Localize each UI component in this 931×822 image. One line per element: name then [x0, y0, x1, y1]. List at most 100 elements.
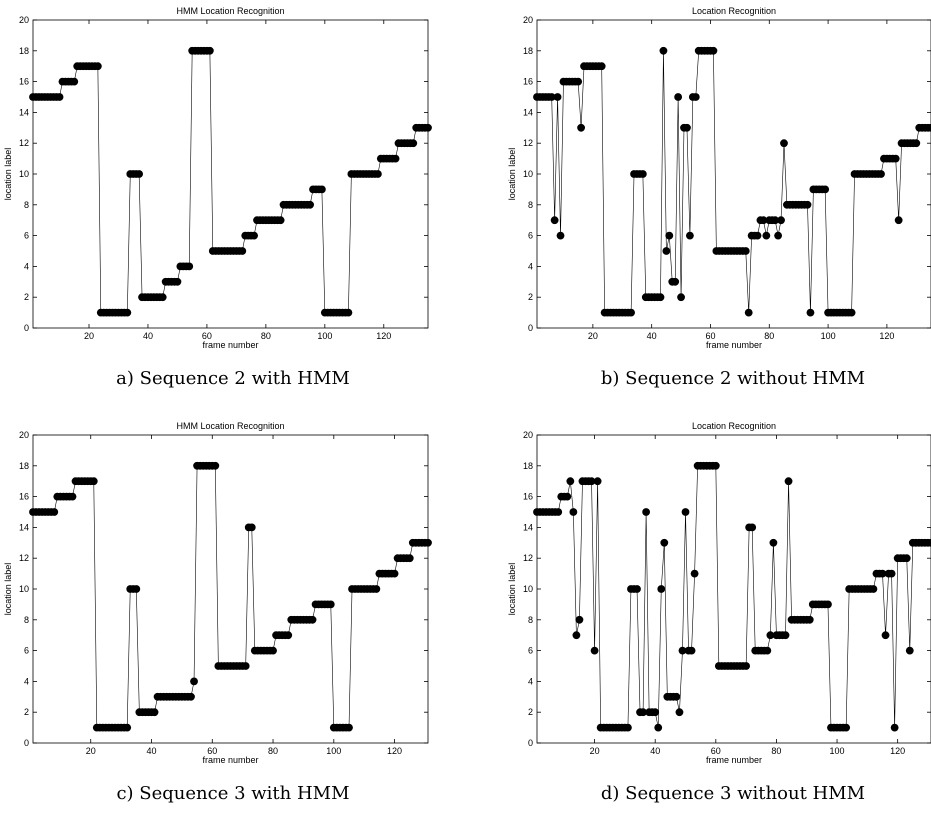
data-point-c: [190, 677, 198, 686]
data-point-d: [927, 538, 931, 547]
data-point-a: [55, 93, 64, 101]
data-point-d: [742, 662, 751, 670]
x-tick-label-b: 120: [879, 331, 894, 341]
data-point-a: [276, 216, 285, 225]
data-point-b: [762, 231, 771, 240]
y-tick-label-c: 4: [24, 676, 29, 686]
caption-d: d) Sequence 3 without HMM: [600, 783, 866, 804]
data-point-d: [781, 631, 790, 640]
x-tick-label-c: 60: [207, 746, 217, 756]
data-point-d: [569, 508, 578, 516]
data-point-d: [554, 508, 563, 516]
data-point-c: [326, 600, 335, 609]
x-tick-label-a: 20: [84, 331, 94, 341]
y-tick-label-c: 0: [24, 738, 29, 748]
y-tick-label-c: 18: [19, 461, 29, 471]
data-point-a: [238, 247, 247, 255]
data-point-b: [847, 308, 856, 317]
data-point-b: [686, 231, 694, 240]
data-point-b: [550, 216, 559, 225]
x-axis-label-b: frame number: [706, 340, 762, 350]
y-tick-label-a: 8: [24, 200, 29, 210]
y-tick-label-c: 8: [24, 615, 29, 625]
x-tick-label-a: 120: [376, 331, 391, 341]
y-tick-label-a: 14: [19, 107, 29, 117]
data-point-d: [766, 631, 775, 640]
data-point-c: [68, 492, 77, 501]
y-axis-label-b: location label: [507, 148, 517, 201]
y-tick-label-d: 0: [528, 738, 533, 748]
y-tick-label-d: 2: [528, 707, 533, 717]
chart-a-svg: HMM Location Recognition frame number loca…: [3, 6, 432, 350]
data-point-c: [269, 646, 277, 655]
data-point-b: [894, 216, 903, 225]
x-axis-label-c: frame number: [202, 755, 258, 765]
data-point-b: [662, 247, 671, 255]
data-point-d: [824, 600, 832, 609]
x-tick-label-d: 80: [771, 746, 781, 756]
data-point-d: [769, 538, 778, 547]
data-point-b: [806, 308, 815, 317]
x-tick-label-b: 40: [647, 331, 657, 341]
caption-a: a) Sequence 2 with HMM: [116, 368, 350, 389]
data-point-d: [660, 538, 669, 547]
data-point-b: [803, 200, 812, 209]
data-point-d: [654, 723, 663, 732]
data-point-b: [677, 293, 685, 302]
data-point-b: [691, 93, 700, 101]
x-axis-label-d: frame number: [706, 755, 762, 765]
data-point-b: [553, 93, 562, 101]
data-point-d: [572, 631, 581, 640]
data-point-b: [659, 46, 668, 55]
data-point-b: [891, 154, 900, 163]
data-point-a: [306, 200, 314, 209]
y-axis-label-d: location label: [507, 563, 517, 616]
data-point-d: [905, 646, 914, 655]
y-tick-label-a: 12: [19, 138, 29, 148]
data-point-b: [665, 231, 674, 240]
data-point-a: [185, 262, 194, 271]
chart-d-svg: Location Recognition frame number location…: [507, 421, 931, 765]
data-point-b: [744, 308, 753, 317]
x-tick-label-b: 20: [588, 331, 598, 341]
y-tick-label-b: 10: [523, 169, 533, 179]
data-point-b: [683, 123, 691, 132]
data-point-a: [205, 46, 214, 55]
x-tick-label-c: 120: [387, 746, 402, 756]
y-tick-label-b: 0: [528, 323, 533, 333]
data-point-a: [373, 170, 382, 178]
data-point-d: [687, 646, 696, 655]
data-point-d: [881, 631, 890, 640]
y-axis-label-c: location label: [3, 563, 13, 616]
y-axis-label-a: location label: [3, 148, 13, 201]
data-point-d: [902, 554, 911, 563]
data-point-d: [566, 477, 575, 486]
data-point-d: [842, 723, 851, 732]
data-point-b: [547, 93, 556, 101]
y-tick-label-d: 12: [523, 553, 533, 563]
data-point-d: [681, 508, 690, 516]
data-point-d: [593, 477, 602, 486]
chart-c-svg: HMM Location Recognition frame number loca…: [3, 421, 432, 765]
data-point-d: [651, 708, 660, 717]
y-tick-label-d: 18: [523, 461, 533, 471]
chart-title-a: HMM Location Recognition: [176, 6, 284, 16]
data-point-a: [158, 293, 167, 302]
data-point-d: [869, 585, 878, 593]
data-point-b: [656, 293, 665, 302]
y-tick-label-a: 2: [24, 292, 29, 302]
x-tick-label-b: 100: [821, 331, 836, 341]
data-point-d: [587, 477, 596, 486]
data-point-b: [574, 77, 583, 86]
x-tick-label-d: 60: [711, 746, 721, 756]
y-tick-label-b: 2: [528, 292, 533, 302]
x-tick-label-d: 20: [590, 746, 600, 756]
data-point-c: [345, 723, 353, 732]
data-point-d: [639, 708, 647, 717]
y-tick-label-a: 6: [24, 231, 29, 241]
data-point-d: [878, 569, 887, 578]
data-point-a: [93, 62, 102, 71]
data-point-a: [409, 139, 418, 148]
x-tick-label-b: 80: [764, 331, 774, 341]
data-point-a: [424, 123, 432, 132]
